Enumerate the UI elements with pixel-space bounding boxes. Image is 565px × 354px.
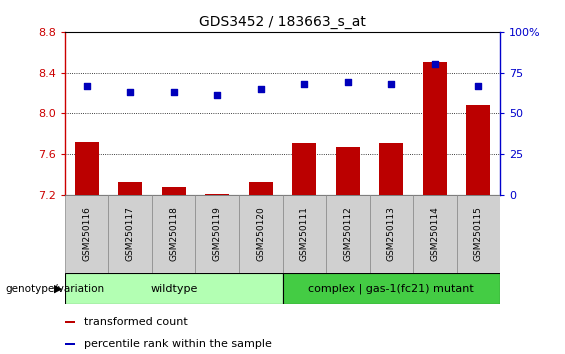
Bar: [466, 105, 490, 195]
Point: [212, 92, 221, 98]
Text: wildtype: wildtype: [150, 284, 197, 293]
Bar: [239, 195, 282, 273]
Bar: [370, 195, 413, 273]
Text: genotype/variation: genotype/variation: [6, 284, 105, 293]
Bar: [413, 195, 457, 273]
Text: percentile rank within the sample: percentile rank within the sample: [84, 339, 272, 349]
Bar: [282, 273, 500, 304]
Text: GSM250115: GSM250115: [474, 206, 483, 261]
Bar: [282, 195, 326, 273]
Bar: [75, 142, 99, 195]
Bar: [249, 182, 273, 195]
Point: [386, 81, 396, 87]
Point: [82, 83, 92, 88]
Text: GSM250119: GSM250119: [213, 206, 221, 261]
Bar: [292, 143, 316, 195]
Text: GSM250113: GSM250113: [387, 206, 396, 261]
Point: [256, 86, 265, 92]
Bar: [65, 273, 282, 304]
Point: [169, 89, 178, 95]
Text: GSM250111: GSM250111: [300, 206, 308, 261]
Text: GSM250120: GSM250120: [257, 206, 265, 261]
Bar: [379, 143, 403, 195]
Bar: [162, 187, 186, 195]
Bar: [65, 195, 108, 273]
Bar: [195, 195, 239, 273]
Text: transformed count: transformed count: [84, 317, 188, 327]
Text: GSM250116: GSM250116: [82, 206, 91, 261]
Point: [430, 62, 439, 67]
Bar: [205, 194, 229, 195]
Text: GSM250114: GSM250114: [431, 206, 439, 261]
Bar: [65, 343, 75, 345]
Point: [299, 81, 308, 87]
Text: complex | gas-1(fc21) mutant: complex | gas-1(fc21) mutant: [308, 283, 474, 294]
Point: [343, 80, 352, 85]
Text: GSM250118: GSM250118: [170, 206, 178, 261]
Bar: [423, 62, 447, 195]
Bar: [65, 321, 75, 323]
Bar: [336, 147, 360, 195]
Bar: [118, 182, 142, 195]
Text: GSM250117: GSM250117: [126, 206, 134, 261]
Title: GDS3452 / 183663_s_at: GDS3452 / 183663_s_at: [199, 16, 366, 29]
Point: [125, 89, 134, 95]
Bar: [457, 195, 500, 273]
Bar: [108, 195, 152, 273]
Text: GSM250112: GSM250112: [344, 206, 352, 261]
Bar: [326, 195, 370, 273]
Point: [473, 83, 483, 88]
Bar: [152, 195, 195, 273]
Text: ▶: ▶: [54, 284, 62, 293]
